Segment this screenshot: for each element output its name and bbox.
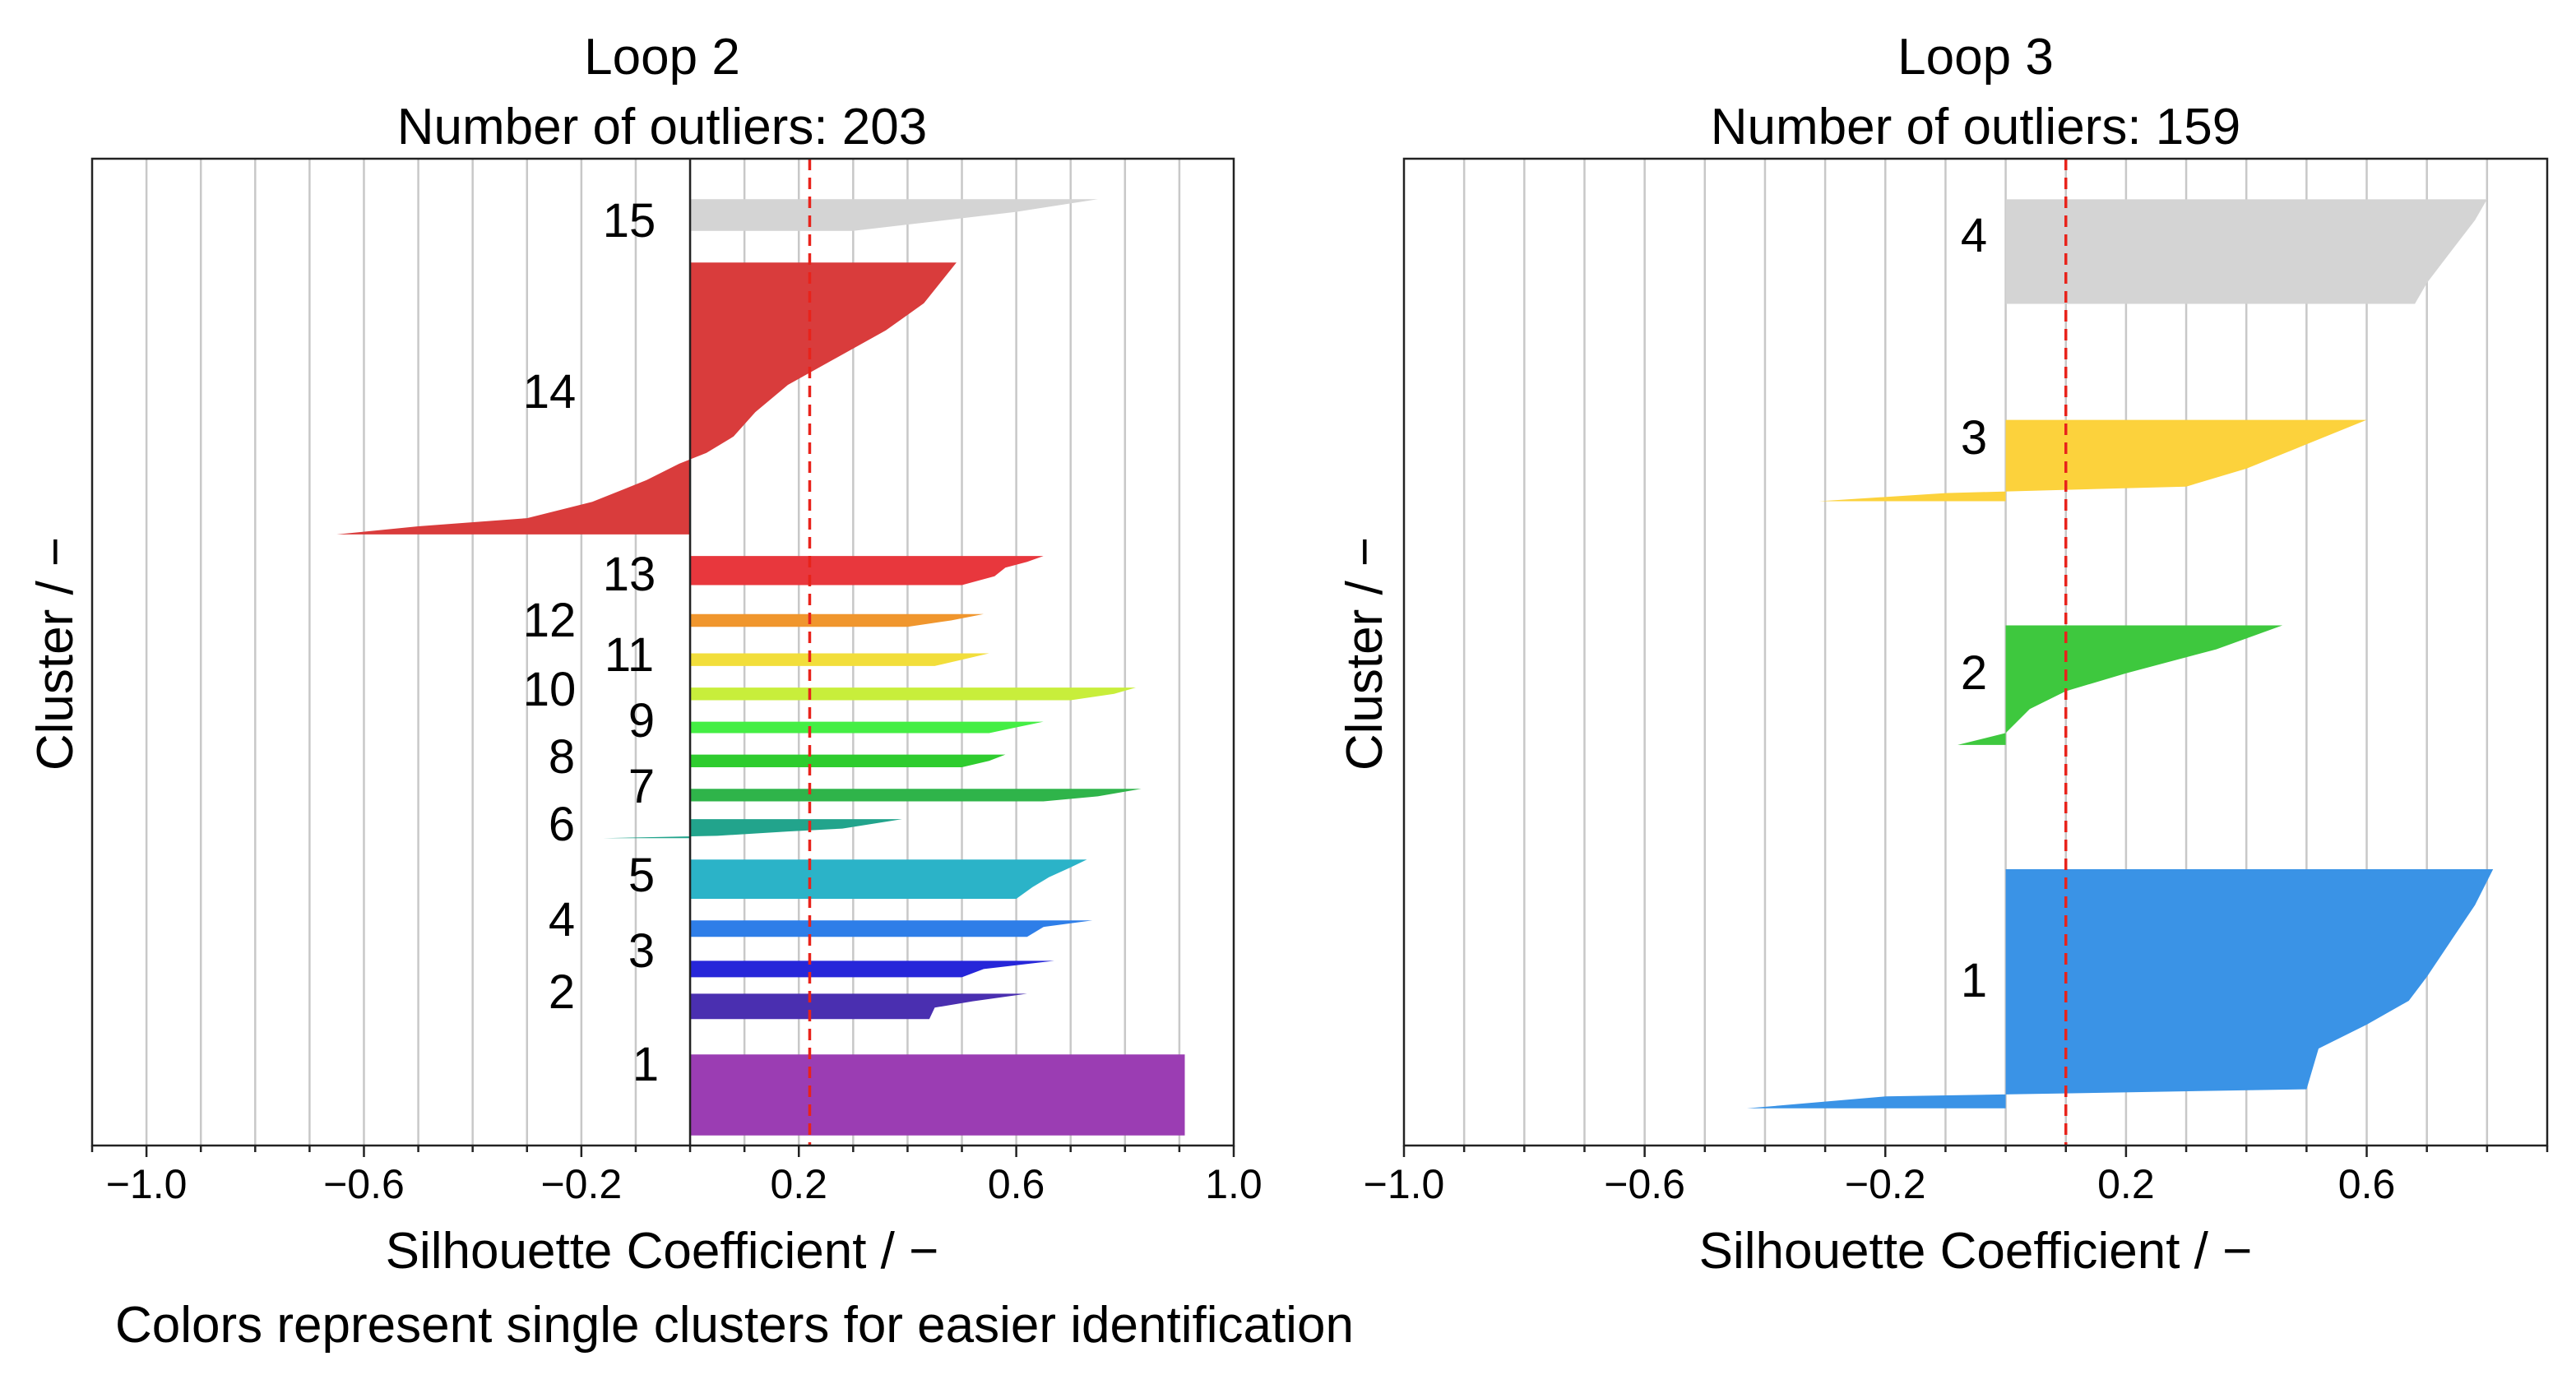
silhouette-bars: [1747, 199, 2494, 1109]
silhouette-bar-cluster-3: [690, 960, 1054, 978]
cluster-label-8: 8: [549, 730, 575, 784]
silhouette-bar-cluster-3: [1818, 419, 2367, 502]
chart-subtitle: Number of outliers: 159: [1711, 99, 2240, 155]
silhouette-panel-loop-2: Loop 2 Number of outliers: 203 1 2 3 4 5…: [27, 29, 1263, 1280]
cluster-label-9: 9: [628, 694, 655, 748]
cluster-label-1: 1: [1961, 954, 1987, 1007]
x-tick-label: 0.2: [2097, 1161, 2155, 1207]
silhouette-bar-cluster-5: [690, 859, 1087, 899]
silhouette-bar-cluster-13: [690, 556, 1044, 586]
chart-title: Loop 2: [584, 29, 740, 86]
cluster-label-12: 12: [523, 594, 577, 647]
y-axis-label: Cluster / −: [1337, 537, 1393, 771]
silhouette-bar-cluster-2: [1957, 625, 2283, 745]
x-tick-labels: −1.0 −0.6 −0.2 0.2 0.6 1.0: [106, 1161, 1263, 1207]
cluster-label-10: 10: [523, 663, 577, 716]
silhouette-bar-cluster-12: [690, 613, 984, 627]
x-axis-label: Silhouette Coefficient / −: [1699, 1223, 2253, 1280]
cluster-label-15: 15: [603, 194, 656, 248]
plot-frame: [1402, 157, 2549, 1147]
x-tick-label: 1.0: [1205, 1161, 1263, 1207]
silhouette-bar-cluster-9: [690, 721, 1044, 734]
silhouette-bar-cluster-1: [690, 1054, 1185, 1136]
x-tick-labels: −1.0 −0.6 −0.2 0.2 0.6: [1364, 1161, 2396, 1207]
silhouette-bar-cluster-4: [2005, 199, 2487, 304]
silhouette-bar-cluster-1: [1747, 869, 2494, 1109]
x-tick-label: 0.6: [988, 1161, 1045, 1207]
x-tick-label: −0.6: [1604, 1161, 1685, 1207]
cluster-label-2: 2: [549, 965, 575, 1019]
chart-title: Loop 3: [1897, 29, 2054, 86]
cluster-label-14: 14: [523, 365, 577, 419]
x-axis-label: Silhouette Coefficient / −: [386, 1223, 939, 1280]
silhouette-bar-cluster-14: [336, 262, 957, 535]
cluster-label-11: 11: [605, 628, 654, 682]
silhouette-bars: [336, 199, 1185, 1136]
cluster-label-4: 4: [549, 893, 575, 947]
silhouette-bar-cluster-15: [690, 199, 1098, 231]
cluster-label-2: 2: [1961, 646, 1987, 700]
x-tick-label: −0.2: [540, 1161, 622, 1207]
x-ticks: [1402, 1146, 2549, 1157]
cluster-label-3: 3: [628, 924, 655, 978]
x-tick-label: −1.0: [106, 1161, 188, 1207]
cluster-labels: 1 2 3 4: [1961, 209, 1987, 1007]
x-tick-label: 0.6: [2338, 1161, 2396, 1207]
x-tick-label: −0.6: [323, 1161, 405, 1207]
x-tick-label: −0.2: [1845, 1161, 1926, 1207]
cluster-label-13: 13: [603, 548, 656, 601]
cluster-label-5: 5: [628, 849, 655, 902]
silhouette-bar-cluster-11: [690, 653, 989, 666]
grid-lines: [145, 159, 1181, 1146]
silhouette-bar-cluster-7: [690, 789, 1142, 802]
x-tick-label: −1.0: [1364, 1161, 1445, 1207]
silhouette-panel-loop-3: Loop 3 Number of outliers: 159 1 2 3 4 −…: [1337, 29, 2549, 1280]
y-axis-label: Cluster / −: [27, 537, 84, 771]
cluster-label-7: 7: [628, 760, 655, 813]
cluster-label-1: 1: [632, 1038, 659, 1091]
silhouette-bar-cluster-6: [603, 819, 902, 839]
x-ticks: [90, 1146, 1235, 1157]
silhouette-bar-cluster-4: [690, 920, 1093, 937]
figure-caption: Colors represent single clusters for eas…: [115, 1297, 1354, 1354]
cluster-label-6: 6: [549, 798, 575, 851]
x-tick-label: 0.2: [770, 1161, 827, 1207]
cluster-label-4: 4: [1961, 209, 1987, 262]
plot-frame: [90, 157, 1235, 1147]
chart-subtitle: Number of outliers: 203: [397, 99, 927, 155]
silhouette-bar-cluster-8: [690, 754, 1006, 767]
silhouette-bar-cluster-2: [690, 993, 1027, 1020]
silhouette-bar-cluster-10: [690, 687, 1136, 701]
cluster-label-3: 3: [1961, 411, 1987, 465]
cluster-labels: 1 2 3 4 5 6 7 8 9 10 11 12 13 14 15: [523, 194, 659, 1091]
